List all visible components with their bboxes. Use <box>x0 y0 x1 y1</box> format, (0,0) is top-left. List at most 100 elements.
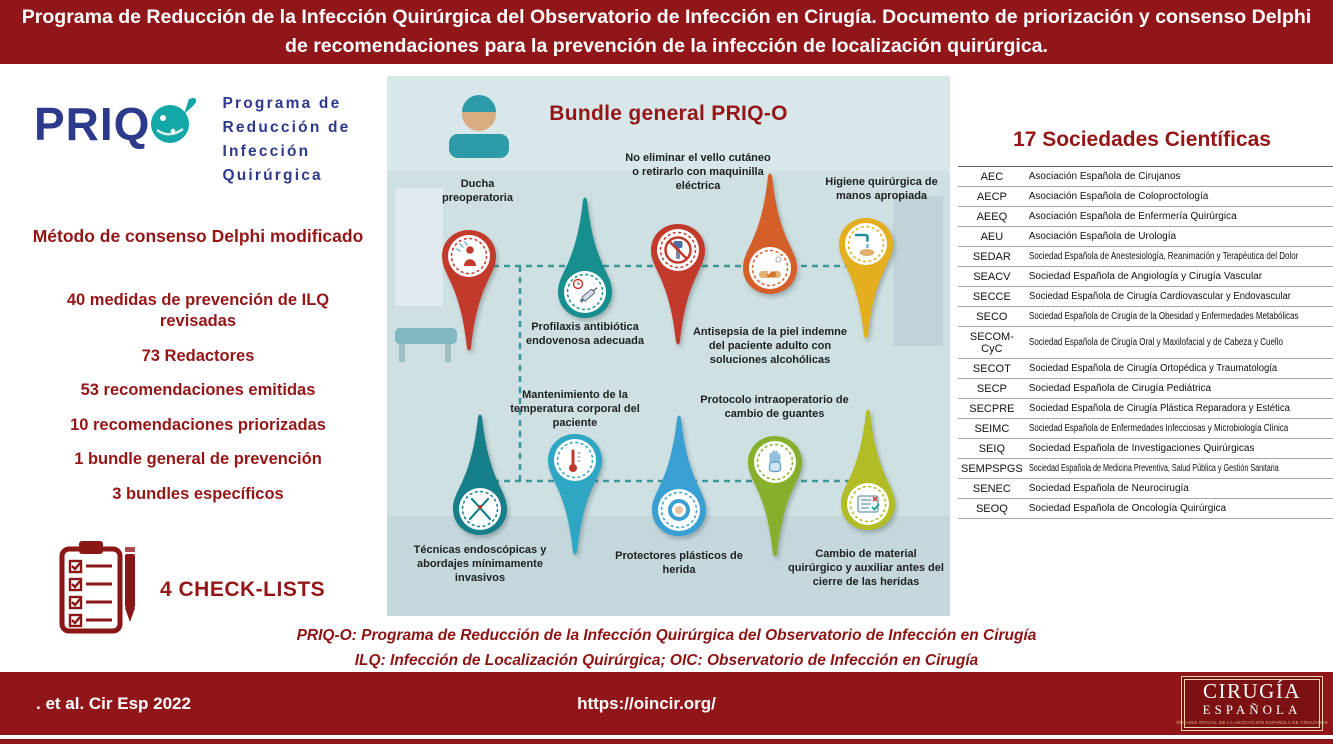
society-abbr: AEEQ <box>958 206 1026 227</box>
societies-title: 17 Sociedades Científicas <box>1013 128 1271 151</box>
table-row: AECP Asociación Española de Coloproctolog… <box>958 186 1333 207</box>
bundle-pin <box>746 435 804 560</box>
society-name: Sociedad Española de Cirugía Oral y Maxi… <box>1028 337 1283 348</box>
society-name: Sociedad Española de Oncología Quirúrgic… <box>1028 503 1227 514</box>
society-abbr: SEIMC <box>958 418 1026 439</box>
table-row: AEC Asociación Española de Cirujanos <box>958 166 1333 187</box>
equipment <box>893 196 943 346</box>
table-row: SECOM-CyC Sociedad Española de Cirugía Or… <box>958 326 1333 359</box>
bundle-item-label: Cambio de material quirúrgico y auxiliar… <box>788 548 944 588</box>
society-abbr: SECCE <box>958 286 1026 307</box>
bundle-panel: Bundle general PRIQ-O Ducha preoperatori… <box>387 76 950 616</box>
logo-text: PRIQ <box>34 97 151 150</box>
societies-column: 17 Sociedades Científicas AEC Asociación … <box>958 76 1333 519</box>
hospital-bed-icon <box>395 328 457 362</box>
stat-item: 53 recomendaciones emitidas <box>80 381 316 400</box>
bundle-item-label: Mantenimiento de la temperatura corporal… <box>510 389 640 429</box>
society-abbr: SECO <box>958 306 1026 327</box>
bundle-pin <box>839 406 897 531</box>
table-row: SEACV Sociedad Española de Angiología y C… <box>958 266 1333 287</box>
bundle-item-label: Antisepsia de la piel indemne del pacien… <box>692 326 848 366</box>
priq-logo: PRIQ Programa de Reducción de Infección … <box>34 90 351 188</box>
society-name: Sociedad Española de Enfermedades Infecc… <box>1028 423 1289 434</box>
stat-item: 3 bundles específicos <box>112 484 284 503</box>
laparoscopy-icon <box>468 497 492 521</box>
stat-item: 40 medidas de prevención de ILQ revisada… <box>66 291 330 331</box>
society-abbr: SEIQ <box>958 438 1026 459</box>
society-name: Sociedad Española de Cirugía Cardiovascu… <box>1028 291 1291 302</box>
society-abbr: AECP <box>958 186 1026 207</box>
bundle-pin <box>649 223 707 348</box>
bundle-pin <box>837 217 895 342</box>
societies-table: AEC Asociación Española de Cirujanos AECP… <box>958 166 1333 519</box>
citation: . et al. Cir Esp 2022 <box>36 693 191 713</box>
journal-subtitle: ÓRGANO OFICIAL DE LA ASOCIACIÓN ESPAÑOLA… <box>1176 720 1328 726</box>
table-row: SENEC Sociedad Española de Neurocirugía <box>958 478 1333 499</box>
surgeon-icon <box>449 95 509 158</box>
bundle-item-label: Protocolo intraoperatorio de cambio de g… <box>700 394 849 420</box>
society-name: Sociedad Española de Investigaciones Qui… <box>1028 443 1255 454</box>
checklist-clipboard-icon <box>58 538 140 641</box>
society-abbr: SEMPSPGS <box>958 458 1026 479</box>
checklists-label: 4 CHECK-LISTS <box>160 577 326 601</box>
bundle-item-label: Técnicas endoscópicas y abordajes mínima… <box>413 544 547 584</box>
table-row: AEU Asociación Española de Urología <box>958 226 1333 247</box>
society-name: Sociedad Española de Neurocirugía <box>1028 483 1189 494</box>
society-name: Sociedad Española de Medicina Preventiva… <box>1028 463 1279 474</box>
left-column: PRIQ Programa de Reducción de Infección … <box>12 76 384 636</box>
footnote-ilq-oic: ILQ: Infección de Localización Quirúrgic… <box>354 651 979 669</box>
oincir-url[interactable]: https://oincir.org/ <box>577 693 716 713</box>
society-name: Sociedad Española de Cirugía de la Obesi… <box>1028 311 1299 322</box>
bundle-pin <box>741 170 799 295</box>
journal-name-line2: ESPAÑOLA <box>1202 702 1302 718</box>
wound-protector-icon <box>668 499 690 521</box>
instrument-checklist-icon <box>857 495 880 513</box>
bundle-pin <box>451 411 509 536</box>
logo-caption: Programa de Reducción de Infección Quirú… <box>222 95 351 185</box>
society-name: Asociación Española de Enfermería Quirúr… <box>1028 211 1237 222</box>
brush-o-icon <box>146 94 198 157</box>
table-row: SEMPSPGS Sociedad Española de Medicina Pr… <box>958 458 1333 479</box>
bundle-item-label: Higiene quirúrgica de manos apropiada <box>825 176 938 202</box>
table-row: SEIQ Sociedad Española de Investigaciones… <box>958 438 1333 459</box>
society-abbr: SECOM-CyC <box>958 326 1026 359</box>
bundle-pin <box>440 229 498 354</box>
society-abbr: SENEC <box>958 478 1026 499</box>
skin-antisepsis-icon <box>759 256 782 278</box>
journal-name-line1: CIRUGÍA <box>1203 679 1301 704</box>
thermometer-icon <box>569 449 581 472</box>
stats-list: 40 medidas de prevención de ILQ revisada… <box>12 290 384 505</box>
bundle-pin <box>546 433 604 558</box>
checklist-block: 4 CHECK-LISTS <box>58 538 325 641</box>
shower-person-icon <box>456 241 476 266</box>
window <box>395 188 443 306</box>
footnote-priqo: PRIQ-O: Programa de Reducción de la Infe… <box>296 627 1037 644</box>
glove-icon <box>768 450 782 473</box>
bundle-title: Bundle general PRIQ-O <box>549 102 788 125</box>
bundle-pin <box>650 412 708 537</box>
no-shave-razor-icon <box>664 236 692 264</box>
society-name: Sociedad Española de Angiología y Cirugí… <box>1028 271 1263 282</box>
society-name: Sociedad Española de Cirugía Plástica Re… <box>1028 403 1290 414</box>
pencil-icon <box>125 547 135 622</box>
stat-item: 10 recomendaciones priorizadas <box>70 415 326 434</box>
table-row: SEIMC Sociedad Española de Enfermedades I… <box>958 418 1333 439</box>
society-abbr: SECP <box>958 378 1026 399</box>
top-banner: Programa de Reducción de la Infección Qu… <box>0 0 1333 64</box>
bundle-item-label: Profilaxis antibiótica endovenosa adecua… <box>526 321 644 347</box>
method-text: Método de consenso Delphi modificado <box>32 226 364 246</box>
society-abbr: AEU <box>958 226 1026 247</box>
table-row: SECCE Sociedad Española de Cirugía Cardio… <box>958 286 1333 307</box>
society-abbr: SEOQ <box>958 498 1026 519</box>
antibiotic-syringe-icon <box>572 278 598 303</box>
stat-item: 1 bundle general de prevención <box>74 450 322 469</box>
society-abbr: SEDAR <box>958 246 1026 267</box>
society-name: Sociedad Española de Cirugía Pediátrica <box>1028 383 1212 394</box>
bottom-banner: . et al. Cir Esp 2022 https://oincir.org… <box>0 672 1333 735</box>
bundle-item-label: No eliminar el vello cutáneo o retirarlo… <box>625 152 771 192</box>
stat-item: 73 Redactores <box>141 346 255 365</box>
society-abbr: SEACV <box>958 266 1026 287</box>
bundle-item-label: Ducha preoperatoria <box>442 178 513 204</box>
society-name: Asociación Española de Cirujanos <box>1028 171 1181 182</box>
